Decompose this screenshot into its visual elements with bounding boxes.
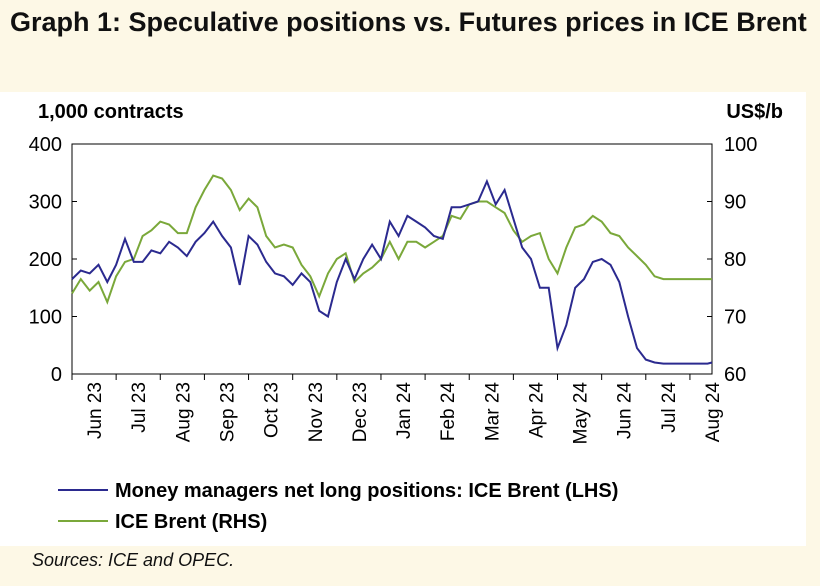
- source-note: Sources: ICE and OPEC.: [32, 550, 235, 570]
- legend-label-money-managers: Money managers net long positions: ICE B…: [115, 480, 618, 502]
- left-axis-label: 1,000 contracts: [38, 101, 184, 123]
- x-tick-label: Jun 24: [615, 382, 636, 439]
- left-tick-label: 100: [29, 307, 62, 329]
- legend-label-ice-brent: ICE Brent (RHS): [115, 511, 267, 533]
- right-tick-label: 90: [724, 192, 746, 214]
- series-line-money-managers: [71, 178, 713, 365]
- legend: Money managers net long positions: ICE B…: [58, 480, 618, 533]
- line-chart: 1,000 contracts US$/b 400 300 200 100 0 100 9…: [29, 101, 783, 533]
- series-line-ice-brent: [71, 174, 712, 305]
- x-tick-label: Aug 23: [173, 382, 194, 442]
- right-tick-label: 100: [724, 134, 757, 156]
- chart-title: Graph 1: Speculative positions vs. Futur…: [10, 7, 807, 37]
- x-tick-label: Jun 23: [85, 382, 106, 439]
- right-axis-label: US$/b: [726, 101, 783, 123]
- right-tick-label: 70: [724, 307, 746, 329]
- x-tick-label: Apr 24: [526, 382, 547, 438]
- x-tick-label: Dec 23: [350, 382, 371, 442]
- left-tick-label: 400: [29, 134, 62, 156]
- x-tick-label: Feb 24: [438, 382, 459, 442]
- x-tick-label: Sep 23: [217, 382, 238, 442]
- right-tick-label: 60: [724, 364, 746, 386]
- x-tick-label: Jul 24: [659, 382, 680, 433]
- x-axis-tick-labels: Jun 23 Jul 23 Aug 23 Sep 23 Oct 23 Nov 23 Dec …: [85, 382, 724, 445]
- left-tick-label: 300: [29, 192, 62, 214]
- x-tick-label: May 24: [571, 382, 592, 445]
- x-tick-label: Oct 23: [262, 382, 283, 438]
- left-tick-label: 0: [51, 364, 62, 386]
- x-axis-ticks: [71, 374, 691, 380]
- chart-panel: 1,000 contracts US$/b 400 300 200 100 0 100 9…: [0, 92, 806, 546]
- left-axis-ticks: 400 300 200 100 0: [29, 134, 77, 386]
- plot-area: [71, 143, 713, 375]
- x-tick-label: Jan 24: [394, 382, 415, 439]
- x-tick-label: Jul 23: [129, 382, 150, 433]
- x-tick-label: Aug 24: [703, 382, 724, 443]
- x-tick-label: Nov 23: [306, 382, 327, 442]
- x-tick-label: Mar 24: [482, 382, 503, 442]
- right-axis-ticks: 100 90 80 70 60: [707, 134, 757, 386]
- right-tick-label: 80: [724, 249, 746, 271]
- left-tick-label: 200: [29, 249, 62, 271]
